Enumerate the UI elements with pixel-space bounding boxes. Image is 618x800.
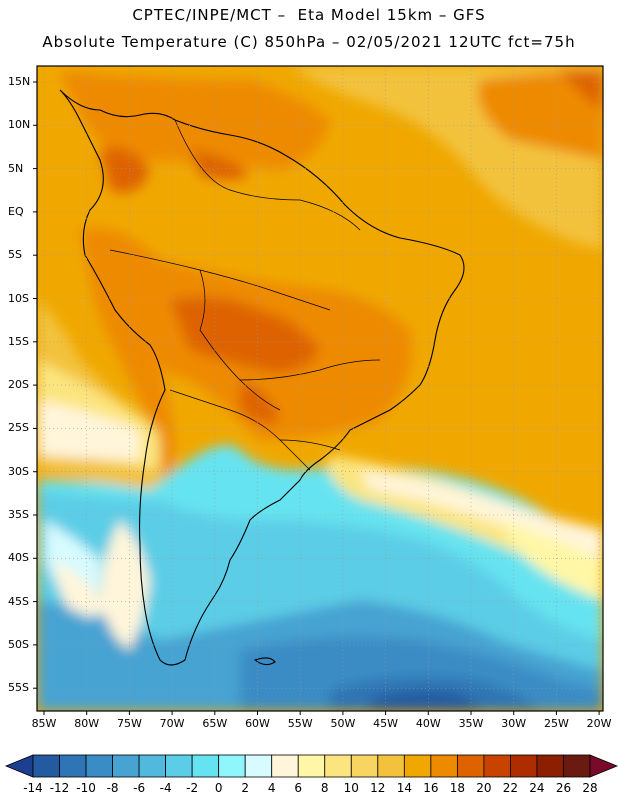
lon-label: 50W [330, 717, 356, 730]
lon-label: 80W [74, 717, 100, 730]
colorbar-tick-label: 0 [214, 781, 223, 795]
colorbar-tick-label: 28 [582, 781, 598, 795]
colorbar-swatch [324, 754, 352, 778]
colorbar-swatch [191, 754, 220, 778]
colorbar-tick-label: -14 [23, 781, 43, 795]
colorbar-swatch [244, 754, 273, 778]
lat-label: 50S [8, 637, 29, 651]
colorbar-tick-label: 14 [396, 781, 412, 795]
colorbar-tick-label: 22 [502, 781, 519, 795]
lon-label: 30W [501, 717, 527, 730]
lon-label: 60W [245, 717, 270, 730]
colorbar-swatch [297, 754, 326, 778]
colorbar-tick-label: -4 [159, 781, 172, 795]
colorbar-swatch [563, 754, 591, 778]
colorbar-arrow-high [589, 754, 618, 778]
colorbar-tick-label: 24 [529, 781, 545, 795]
colorbar [4, 754, 618, 778]
colorbar-tick-label: 10 [343, 781, 359, 795]
colorbar-swatch [403, 754, 432, 778]
colorbar-tick-label: -6 [133, 781, 146, 795]
axis-ticks [33, 81, 600, 715]
map-frame [36, 65, 604, 712]
colorbar-swatch [536, 754, 564, 778]
colorbar-tick-label: 12 [370, 781, 386, 795]
colorbar-swatch [430, 754, 458, 778]
lat-label: 15N [8, 75, 31, 88]
lon-label: 55W [287, 717, 313, 730]
colorbar-swatch [456, 754, 485, 778]
lon-label: 40W [415, 717, 441, 730]
colorbar-tick-label: 20 [476, 781, 492, 795]
colorbar-tick-label: 26 [555, 781, 572, 795]
lat-label: 40S [8, 551, 29, 565]
colorbar-swatch [32, 754, 60, 778]
lat-label: 10S [8, 291, 29, 305]
colorbar-swatch [483, 754, 511, 778]
temperature-field [37, 66, 603, 711]
lat-label: EQ [8, 204, 24, 218]
colorbar-swatch [138, 754, 167, 778]
colorbar-tick-label: 16 [423, 781, 439, 795]
colorbar-swatch [85, 754, 113, 778]
lon-label: 70W [159, 717, 185, 730]
lon-label: 25W [543, 717, 569, 730]
colorbar-tick-label: -2 [186, 781, 199, 795]
lat-label: 5N [8, 161, 24, 175]
lat-label: 45S [8, 594, 29, 608]
colorbar-tick-label: 8 [320, 781, 329, 795]
colorbar-tick-label: -8 [106, 781, 119, 795]
colorbar-tick-label: -12 [49, 781, 70, 795]
lat-label: 55S [8, 681, 29, 695]
lon-label: 85W [31, 717, 57, 730]
lat-label: 25S [8, 421, 29, 435]
title-line-1: CPTEC/INPE/MCT – Eta Model 15km – GFS [132, 6, 486, 24]
colorbar-swatch [112, 754, 140, 778]
colorbar-swatch [59, 754, 87, 778]
colorbar-swatch [350, 754, 379, 778]
colorbar-swatch [271, 754, 299, 778]
colorbar-tick-label: 6 [294, 781, 303, 795]
lon-label: 35W [458, 717, 484, 730]
colorbar-swatch [218, 754, 246, 778]
lon-label: 65W [202, 717, 228, 730]
lon-label: 75W [116, 717, 142, 730]
colorbar-tick-label: 18 [449, 781, 466, 795]
lat-label: 30S [8, 464, 29, 478]
colorbar-tick-label: -10 [76, 781, 96, 795]
colorbar-arrow-low [4, 754, 34, 778]
lat-label: 10N [8, 118, 31, 132]
lon-label: 45W [373, 717, 399, 730]
colorbar-tick-label: 4 [267, 781, 276, 795]
colorbar-tick-label: 2 [241, 781, 249, 795]
lat-label: 35S [8, 508, 29, 521]
lat-label: 15S [8, 334, 29, 348]
lat-label: 5S [8, 248, 22, 262]
colorbar-swatch [510, 754, 538, 778]
title-line-2: Absolute Temperature (C) 850hPa – 02/05/… [42, 33, 576, 51]
lat-label: 20S [8, 378, 29, 392]
coastline [59, 89, 465, 666]
colorbar-swatch [165, 754, 193, 778]
lon-label: 20W [586, 717, 612, 730]
colorbar-swatch [377, 754, 405, 778]
